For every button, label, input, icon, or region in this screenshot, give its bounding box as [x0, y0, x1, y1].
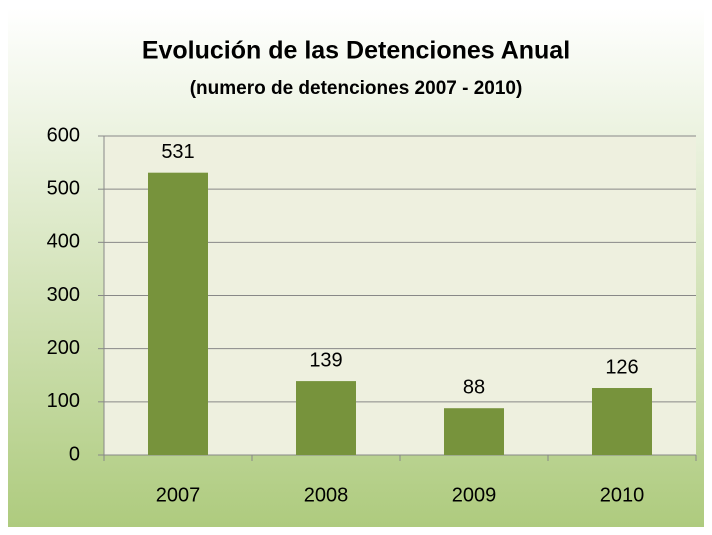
bar	[592, 388, 652, 455]
y-tick-label: 600	[47, 124, 80, 146]
y-tick-label: 500	[47, 177, 80, 199]
data-label: 88	[463, 376, 485, 398]
x-tick-label: 2009	[452, 484, 497, 506]
chart-subtitle: (numero de detenciones 2007 - 2010)	[190, 78, 523, 99]
data-label: 531	[161, 141, 194, 163]
data-label: 126	[605, 356, 638, 378]
x-tick-label: 2008	[304, 484, 349, 506]
bar	[444, 408, 504, 455]
y-tick-label: 200	[47, 337, 80, 359]
bar	[296, 381, 356, 455]
y-tick-label: 300	[47, 284, 80, 306]
chart-title: Evolución de las Detenciones Anual	[142, 37, 570, 65]
x-tick-label: 2007	[156, 484, 201, 506]
y-tick-label: 400	[47, 231, 80, 253]
x-tick-label: 2010	[600, 484, 645, 506]
y-tick-label: 0	[69, 443, 80, 465]
data-label: 139	[309, 349, 342, 371]
y-tick-label: 100	[47, 390, 80, 412]
bar	[148, 172, 208, 455]
